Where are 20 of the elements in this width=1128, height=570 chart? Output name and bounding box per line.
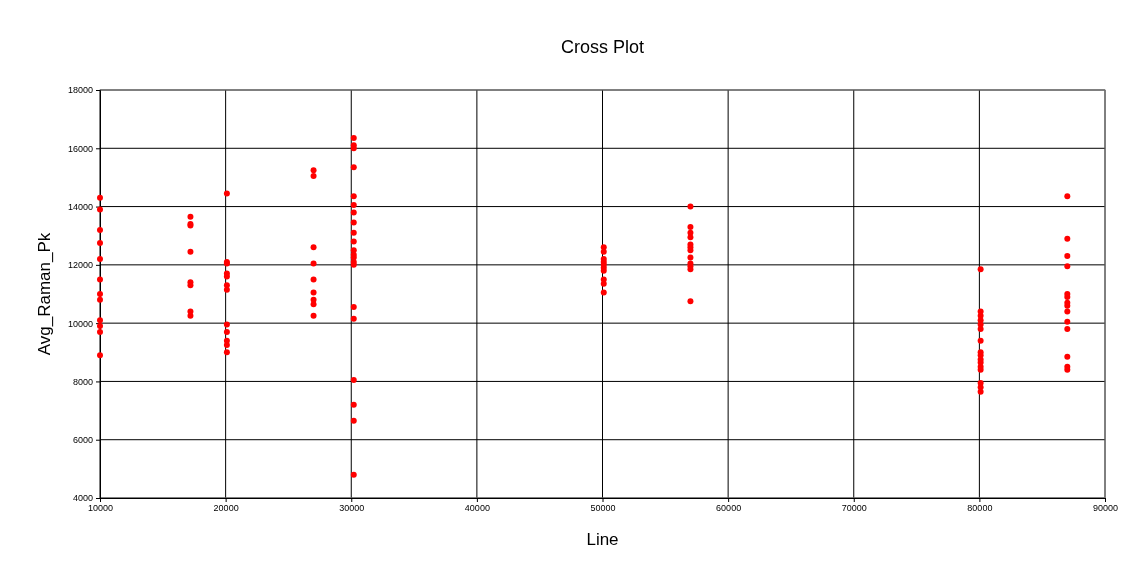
x-tick-label: 70000 (841, 503, 867, 514)
y-tick-label: 16000 (67, 143, 93, 154)
y-axis-title: Avg_Raman_Pk (35, 232, 54, 356)
x-tick-label: 60000 (716, 503, 742, 514)
y-tick-label: 18000 (67, 85, 93, 96)
y-tick-label: 8000 (72, 376, 93, 387)
y-tick-label: 12000 (67, 260, 93, 271)
chart-title: Cross Plot (560, 37, 645, 57)
x-tick-label: 40000 (464, 503, 490, 514)
x-tick-label: 90000 (1092, 503, 1119, 514)
x-axis-title: Line (586, 530, 619, 549)
x-tick-label: 80000 (967, 503, 993, 514)
y-tick-label: 14000 (67, 201, 93, 212)
y-tick-label: 10000 (67, 318, 93, 329)
x-tick-label: 20000 (213, 503, 239, 514)
x-tick-label: 50000 (590, 503, 616, 514)
x-tick-label: 10000 (87, 503, 114, 514)
y-tick-label: 4000 (72, 493, 93, 504)
y-tick-label: 6000 (72, 435, 93, 446)
x-tick-label: 30000 (339, 503, 365, 514)
